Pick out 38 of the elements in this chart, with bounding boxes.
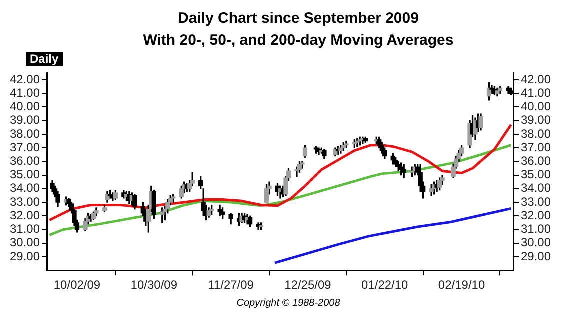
x-tick-label: 12/25/09 xyxy=(284,278,332,292)
x-tick-label: 02/19/10 xyxy=(438,278,486,292)
y-tick-label: 42.00 xyxy=(10,72,40,86)
y-tick-label: 37.00 xyxy=(10,140,40,154)
x-tick-label: 11/27/09 xyxy=(208,278,254,292)
text: Copyright © 1988-2008 xyxy=(236,298,342,309)
y2-tick-label: 39.00 xyxy=(520,113,552,128)
y2-tick-label: 29.00 xyxy=(520,249,552,264)
chart-subtitle: With 20-, 50-, and 200-day Moving Averages xyxy=(142,31,455,51)
y-tick-label: 33.00 xyxy=(10,194,40,209)
y2-tick-label: 42.00 xyxy=(520,72,552,86)
x-tick-label: 10/30/09 xyxy=(130,278,178,292)
y2-tick-label: 35.00 xyxy=(520,168,552,182)
y-tick-label: 29.00 xyxy=(10,249,40,264)
y-tick-label: 34.00 xyxy=(10,181,40,196)
y-tick-label: 36.00 xyxy=(10,154,40,168)
y2-tick-label: 36.00 xyxy=(520,154,552,168)
y2-tick-label: 34.00 xyxy=(520,181,552,196)
text: Daily xyxy=(26,52,63,66)
y2-tick-label: 31.00 xyxy=(520,222,552,236)
y2-tick-label: 40.00 xyxy=(520,100,552,114)
chart-title: Daily Chart since September 2009 xyxy=(177,9,420,29)
y-tick-label: 32.00 xyxy=(10,208,40,222)
y-tick-label: 41.00 xyxy=(10,86,40,100)
y-tick-label: 35.00 xyxy=(10,168,40,182)
y-tick-label: 30.00 xyxy=(10,236,40,250)
y-tick-label: 31.00 xyxy=(10,222,40,236)
y2-tick-label: 37.00 xyxy=(520,140,552,154)
x-tick-label: 01/22/10 xyxy=(362,278,409,292)
y-tick-label: 40.00 xyxy=(10,100,40,114)
y2-tick-label: 30.00 xyxy=(520,236,552,250)
y2-tick-label: 38.00 xyxy=(520,126,552,141)
y2-tick-label: 32.00 xyxy=(520,208,552,222)
y-tick-label: 38.00 xyxy=(10,126,40,141)
x-tick-label: 10/02/09 xyxy=(54,278,101,292)
y-tick-label: 39.00 xyxy=(10,113,40,128)
y2-tick-label: 33.00 xyxy=(520,194,552,209)
y2-tick-label: 41.00 xyxy=(520,86,552,100)
